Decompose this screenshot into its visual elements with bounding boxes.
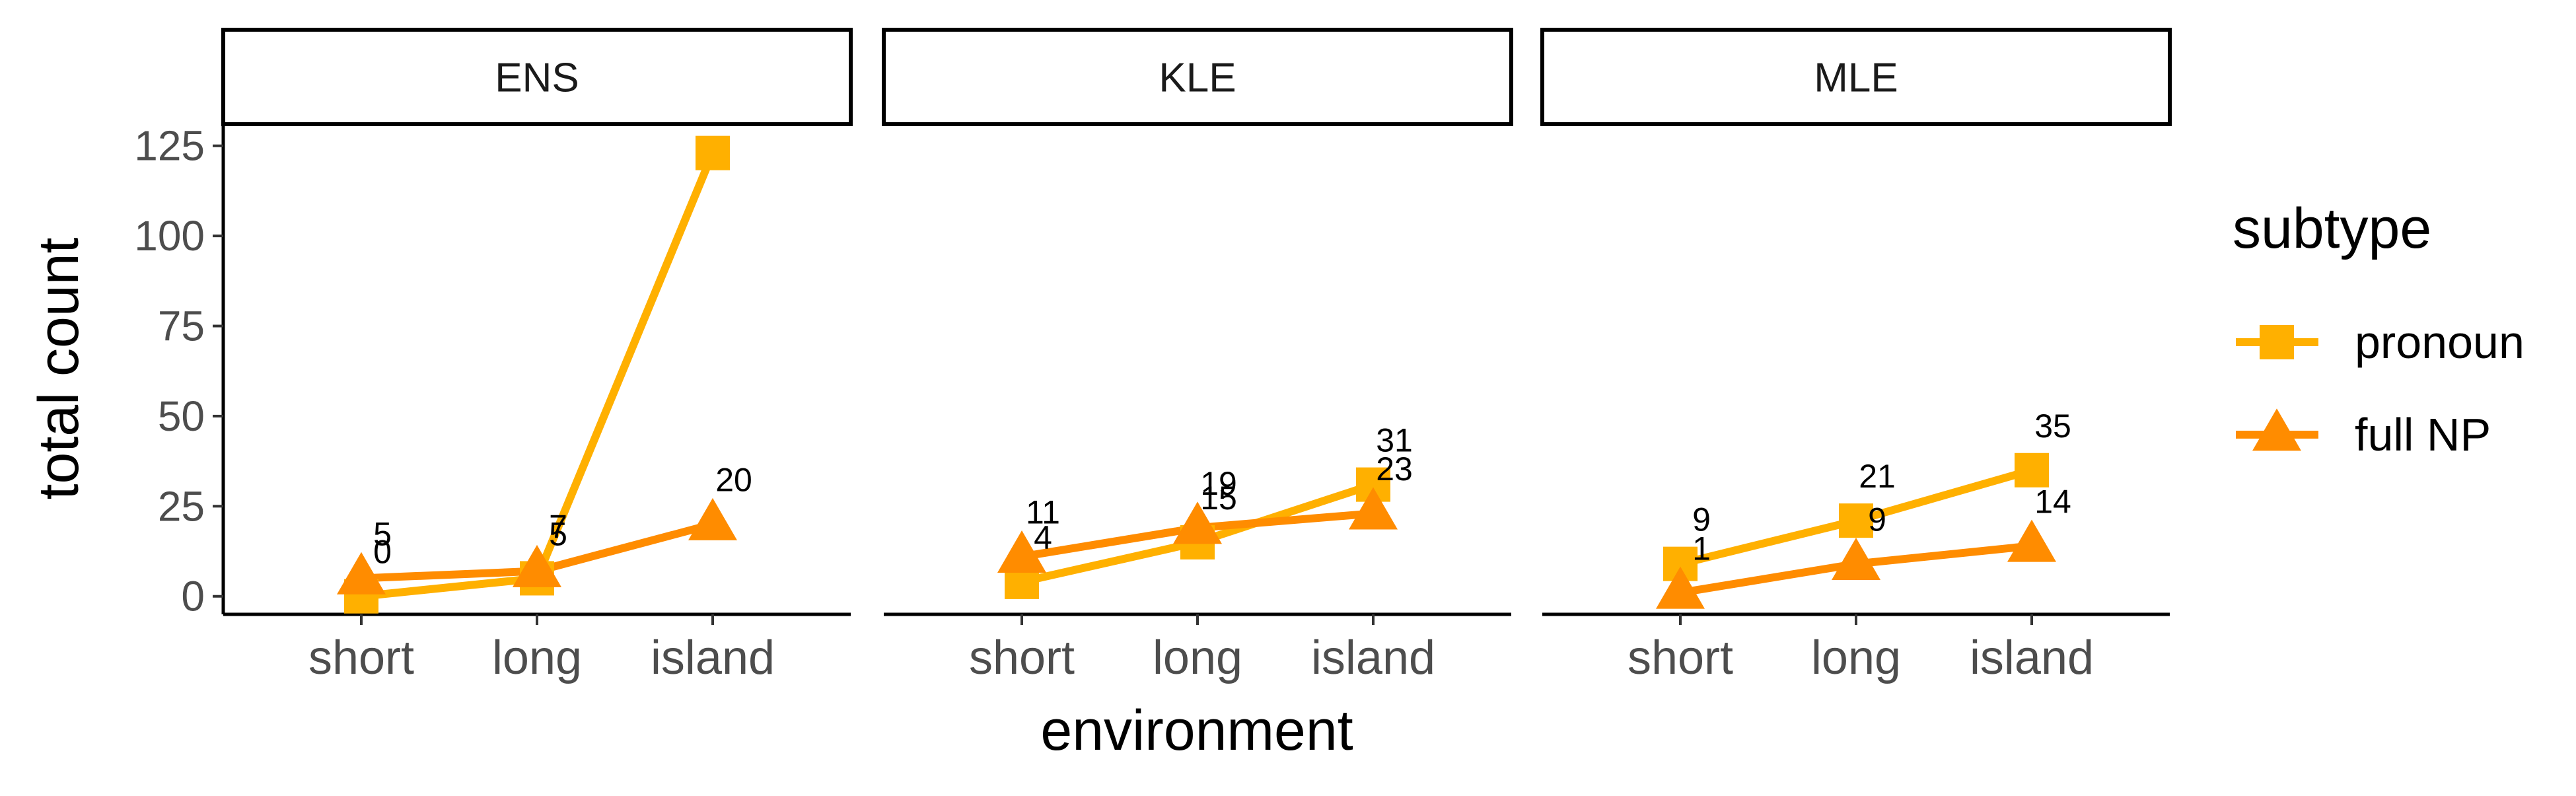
legend-label-pronoun: pronoun (2355, 316, 2524, 368)
data-label-mle-full-np-long: 9 (1868, 501, 1886, 538)
data-label-kle-full-np-short: 11 (1026, 494, 1060, 531)
data-label-ens-full-np-short: 5 (373, 515, 392, 552)
y-tick-label-100: 100 (134, 212, 205, 260)
data-label-mle-pronoun-island: 35 (2034, 408, 2071, 445)
point-mle-full-np-island (2007, 519, 2056, 562)
point-ens-pronoun-island (696, 135, 730, 170)
y-tick-label-50: 50 (158, 392, 205, 440)
y-tick-label-125: 125 (134, 122, 205, 170)
x-tick-label-mle-short: short (1628, 632, 1733, 684)
point-mle-pronoun-island (2015, 452, 2049, 488)
point-kle-full-np-short (997, 530, 1046, 573)
point-mle-full-np-long (1832, 537, 1880, 580)
facet-label-mle: MLE (1814, 55, 1898, 101)
point-mle-full-np-short (1656, 566, 1705, 609)
x-tick-label-ens-short: short (308, 632, 414, 684)
x-tick-label-mle-long: long (1811, 632, 1901, 684)
data-label-ens-full-np-long: 7 (549, 509, 567, 546)
data-label-mle-pronoun-long: 21 (1859, 458, 1896, 495)
data-label-kle-pronoun-long: 15 (1200, 480, 1237, 517)
legend-label-full-np: full NP (2355, 409, 2491, 460)
point-kle-full-np-island (1349, 487, 1398, 530)
legend-key-marker-full-np (2252, 408, 2301, 451)
point-kle-full-np-long (1173, 501, 1222, 544)
data-label-ens-pronoun-short: 0 (373, 534, 392, 571)
x-tick-label-kle-island: island (1311, 632, 1435, 684)
y-tick-label-25: 25 (158, 482, 205, 530)
x-tick-label-ens-long: long (492, 632, 582, 684)
x-axis-title: environment (1040, 699, 1353, 762)
facet-strip-kle (882, 28, 1513, 126)
series-line-ens-pronoun (361, 151, 717, 600)
point-ens-full-np-short (337, 552, 386, 595)
data-label-kle-pronoun-short: 4 (1034, 519, 1052, 556)
x-tick-label-mle-island: island (1970, 632, 2094, 684)
facet-strip-ens (221, 28, 853, 126)
data-label-mle-full-np-short: 1 (1692, 530, 1711, 567)
point-ens-full-np-island (688, 497, 737, 540)
data-label-ens-full-np-island: 20 (715, 462, 752, 499)
legend-key-marker-pronoun (2260, 325, 2294, 359)
y-tick-label-0: 0 (181, 573, 205, 620)
data-label-kle-full-np-island: 23 (1376, 451, 1413, 488)
data-label-mle-full-np-island: 14 (2034, 483, 2071, 520)
data-label-mle-pronoun-short: 9 (1692, 501, 1711, 538)
facet-label-ens: ENS (495, 55, 579, 101)
facet-strip-mle (1540, 28, 2172, 126)
y-axis-title: total count (27, 237, 90, 499)
data-label-kle-full-np-long: 19 (1200, 465, 1237, 502)
y-tick-label-75: 75 (158, 303, 205, 350)
legend-title: subtype (2233, 197, 2431, 260)
facet-label-kle: KLE (1159, 55, 1236, 101)
point-ens-full-np-long (513, 544, 561, 587)
x-tick-label-kle-short: short (969, 632, 1075, 684)
data-label-ens-pronoun-long: 5 (549, 515, 567, 552)
data-label-kle-pronoun-island: 31 (1376, 422, 1413, 459)
point-mle-pronoun-long (1839, 503, 1873, 538)
x-tick-label-kle-long: long (1153, 632, 1242, 684)
x-tick-label-ens-island: island (651, 632, 775, 684)
